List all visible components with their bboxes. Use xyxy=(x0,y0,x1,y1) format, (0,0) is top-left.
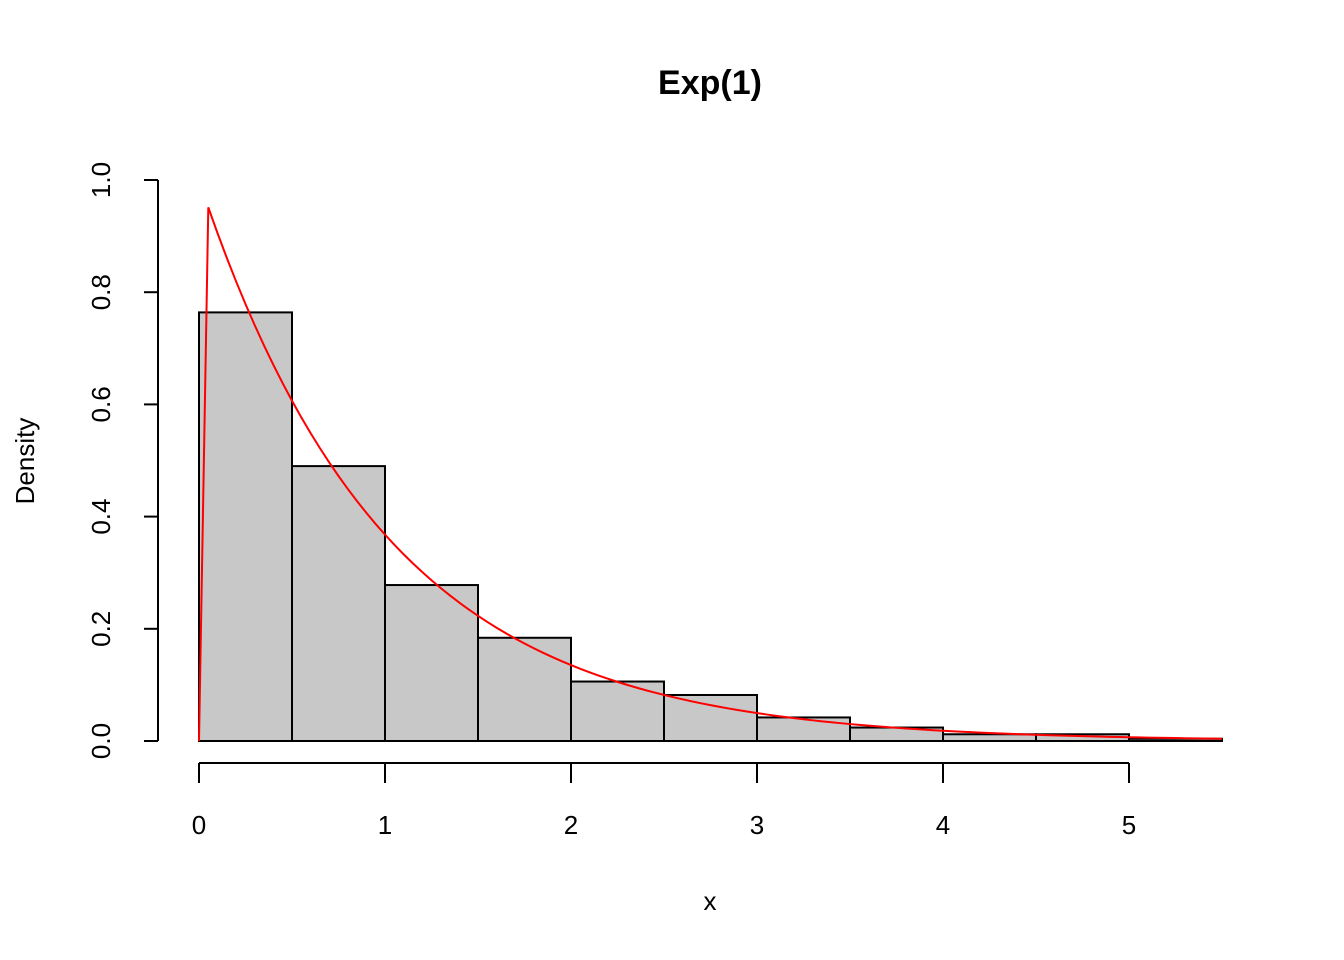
histogram-bar-3 xyxy=(477,636,572,742)
histogram-bar-6 xyxy=(756,716,851,742)
x-tick-label-5: 5 xyxy=(1122,810,1136,840)
y-tick-label-1: 0.2 xyxy=(86,611,116,647)
x-tick-label-0: 0 xyxy=(192,810,206,840)
y-axis-label: Density xyxy=(10,418,40,505)
y-tick-label-2: 0.4 xyxy=(86,499,116,535)
histogram-bars xyxy=(198,311,1223,743)
y-tick-label-3: 0.6 xyxy=(86,386,116,422)
y-tick-label-0: 0.0 xyxy=(86,723,116,759)
x-tick-label-1: 1 xyxy=(378,810,392,840)
y-tick-label-4: 0.8 xyxy=(86,274,116,310)
chart-title: Exp(1) xyxy=(658,64,762,102)
x-tick-label-3: 3 xyxy=(750,810,764,840)
x-tick-label-2: 2 xyxy=(564,810,578,840)
x-axis: 0 1 2 3 4 5 xyxy=(192,762,1136,840)
x-tick-label-4: 4 xyxy=(936,810,950,840)
y-axis: 0.0 0.2 0.4 0.6 0.8 1.0 xyxy=(86,162,159,759)
histogram-bar-0 xyxy=(198,311,293,742)
histogram-bar-2 xyxy=(384,584,479,742)
histogram-bar-1 xyxy=(291,465,386,742)
histogram-bar-5 xyxy=(663,693,758,742)
y-tick-label-5: 1.0 xyxy=(86,162,116,198)
x-axis-label: x xyxy=(704,886,717,916)
density-curve xyxy=(198,207,1223,742)
